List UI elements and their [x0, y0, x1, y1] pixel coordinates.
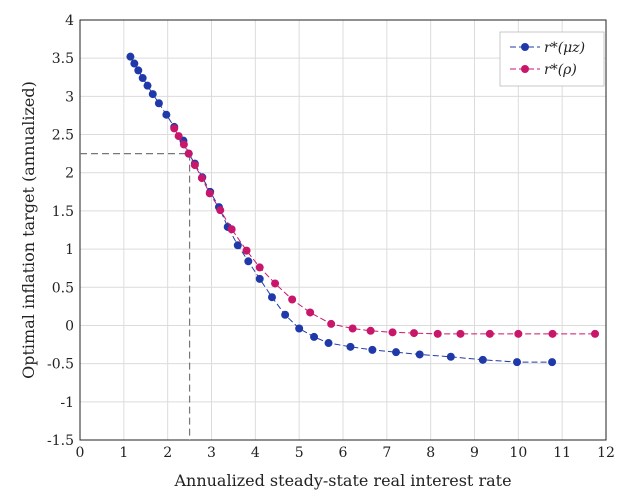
y-tick-label: 4 — [65, 13, 74, 29]
y-tick-label: 1.5 — [52, 204, 74, 220]
series-layer — [126, 52, 600, 367]
y-tick-label: -1.5 — [47, 433, 74, 449]
legend-item: r*(ρ) — [510, 62, 577, 78]
data-point — [327, 319, 336, 328]
data-point — [255, 274, 264, 283]
data-point — [143, 81, 152, 90]
y-tick-label: -1 — [60, 395, 74, 411]
data-point — [190, 161, 199, 170]
data-point — [255, 263, 264, 272]
data-point — [446, 352, 455, 361]
data-point — [267, 293, 276, 302]
data-point — [197, 174, 206, 183]
y-tick-label: 3.5 — [52, 51, 74, 67]
legend-item: r*(μz) — [510, 40, 585, 56]
legend-marker — [521, 65, 529, 73]
data-point — [288, 295, 297, 304]
data-point — [244, 257, 253, 266]
x-tick-label: 8 — [426, 445, 435, 461]
x-tick-label: 7 — [382, 445, 391, 461]
x-tick-label: 4 — [251, 445, 260, 461]
y-tick-label: 3 — [65, 89, 74, 105]
x-tick-label: 1 — [119, 445, 128, 461]
data-point — [130, 59, 139, 68]
data-point — [295, 324, 304, 333]
y-tick-label: 2.5 — [52, 128, 74, 144]
data-point — [170, 124, 179, 133]
data-point — [388, 328, 397, 337]
x-tick-label: 2 — [163, 445, 172, 461]
data-point — [162, 110, 171, 119]
y-tick-label: 0.5 — [52, 280, 74, 296]
plot-frame — [79, 19, 607, 441]
data-point — [242, 246, 251, 255]
data-point — [281, 310, 290, 319]
y-tick-label: 0 — [65, 318, 74, 334]
series-1 — [126, 52, 557, 367]
series-line — [129, 56, 553, 363]
data-point — [233, 241, 242, 250]
data-point — [368, 345, 377, 354]
data-point — [227, 225, 236, 234]
x-tick-label: 12 — [597, 445, 615, 461]
series-line — [173, 128, 595, 335]
data-point — [324, 339, 333, 348]
x-tick-label: 3 — [207, 445, 216, 461]
tick-labels: 0 1 2 3 4 5 6 7 8 9 10 11 12-1.5-1-0.500.511.522.533… — [47, 13, 615, 461]
x-axis-label: Annualized steady-state real interest ra… — [173, 471, 511, 490]
data-point — [591, 329, 600, 338]
series-2 — [170, 124, 600, 338]
data-point — [174, 132, 183, 141]
x-tick-label: 11 — [553, 445, 571, 461]
data-point — [433, 329, 442, 338]
data-point — [513, 358, 522, 367]
data-point — [548, 358, 557, 367]
x-tick-label: 10 — [509, 445, 527, 461]
data-point — [306, 308, 315, 317]
data-point — [346, 342, 355, 351]
y-tick-label: 2 — [65, 166, 74, 182]
reference-lines — [80, 153, 191, 440]
x-tick-label: 0 — [76, 445, 85, 461]
x-tick-label: 6 — [339, 445, 348, 461]
legend-marker — [521, 43, 529, 51]
y-tick-label: -0.5 — [47, 357, 74, 373]
y-axis-label: Optimal inflation target (annualized) — [19, 81, 38, 379]
legend-label: r*(ρ) — [544, 62, 577, 78]
data-point — [148, 90, 157, 99]
data-point — [134, 66, 143, 75]
data-point — [126, 52, 135, 61]
data-point — [514, 329, 523, 338]
data-point — [415, 350, 424, 359]
y-tick-label: 1 — [65, 242, 74, 258]
data-point — [456, 329, 465, 338]
legend-box — [499, 31, 605, 87]
data-point — [138, 74, 147, 83]
x-tick-label: 9 — [470, 445, 479, 461]
legend-label: r*(μz) — [544, 40, 585, 56]
data-point — [548, 329, 557, 338]
data-point — [271, 279, 280, 288]
data-point — [310, 332, 319, 341]
data-point — [478, 355, 487, 364]
data-point — [179, 140, 188, 149]
data-point — [348, 324, 357, 333]
legend: r*(μz) r*(ρ) — [499, 31, 605, 87]
data-point — [216, 206, 225, 215]
data-point — [366, 326, 375, 335]
data-point — [184, 149, 193, 158]
data-point — [205, 189, 214, 198]
data-point — [410, 329, 419, 338]
data-point — [485, 329, 494, 338]
data-point — [154, 99, 163, 108]
x-tick-label: 5 — [295, 445, 304, 461]
data-point — [392, 348, 401, 357]
